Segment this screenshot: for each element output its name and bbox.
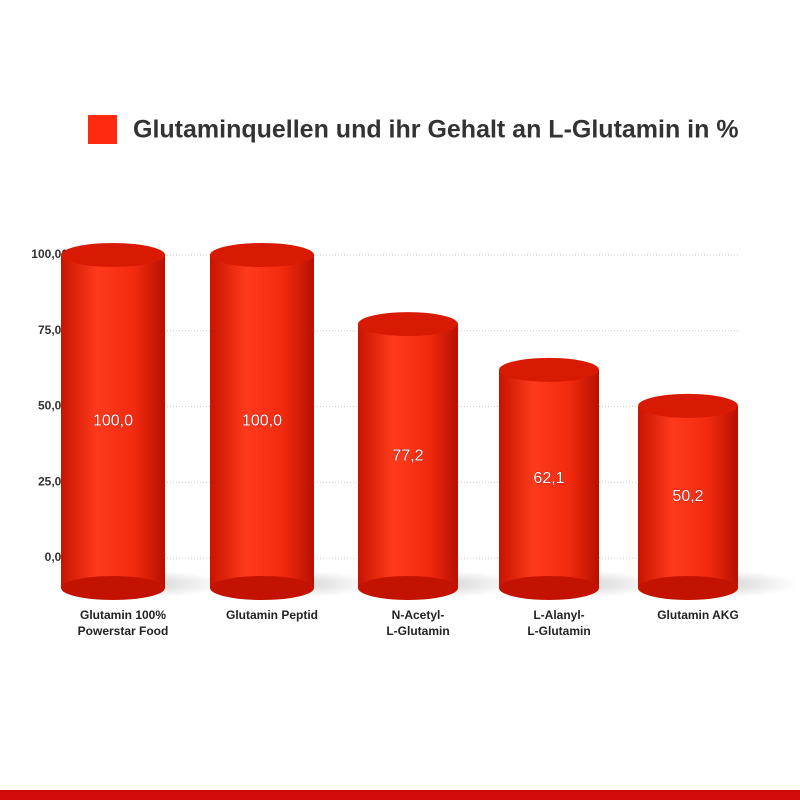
x-tick-label: Powerstar Food (78, 624, 169, 638)
bar-top (638, 393, 738, 418)
bar (499, 369, 599, 588)
bar-bottom (61, 576, 165, 600)
y-tick-label: 100,00 (31, 247, 68, 261)
bar-top (499, 357, 599, 382)
legend-swatch (88, 115, 117, 144)
x-tick-label: Glutamin AKG (657, 608, 739, 622)
bar-bottom (499, 576, 599, 600)
value-label: 62,1 (533, 470, 564, 487)
x-tick-label: L-Alanyl- (533, 608, 584, 622)
bar-top (358, 312, 458, 337)
x-tick-label: L-Glutamin (527, 624, 590, 638)
value-label: 50,2 (672, 488, 703, 505)
x-tick-label: Glutamin 100% (80, 608, 166, 622)
x-tick-label: N-Acetyl- (392, 608, 445, 622)
legend-label: Glutaminquellen und ihr Gehalt an L-Glut… (133, 116, 739, 144)
bar-bottom (638, 576, 738, 600)
bar (358, 324, 458, 588)
bar-bottom (210, 576, 314, 600)
bar-top (61, 243, 165, 267)
bar (638, 405, 738, 588)
bars: 100,0 100,0 77,2 62,1 50,2 (61, 243, 798, 600)
value-label: 100,0 (242, 413, 282, 430)
bar (61, 255, 165, 588)
x-tick-label: Glutamin Peptid (226, 608, 318, 622)
bar-bottom (358, 576, 458, 600)
x-tick-label: L-Glutamin (386, 624, 449, 638)
y-tick-label: 75,00 (38, 323, 68, 337)
y-tick-label: 25,00 (38, 474, 68, 488)
bar (210, 255, 314, 588)
y-tick-label: 50,00 (38, 399, 68, 413)
bar-top (210, 243, 314, 267)
bottom-band (0, 790, 800, 800)
value-label: 77,2 (392, 447, 423, 464)
value-label: 100,0 (93, 413, 133, 430)
